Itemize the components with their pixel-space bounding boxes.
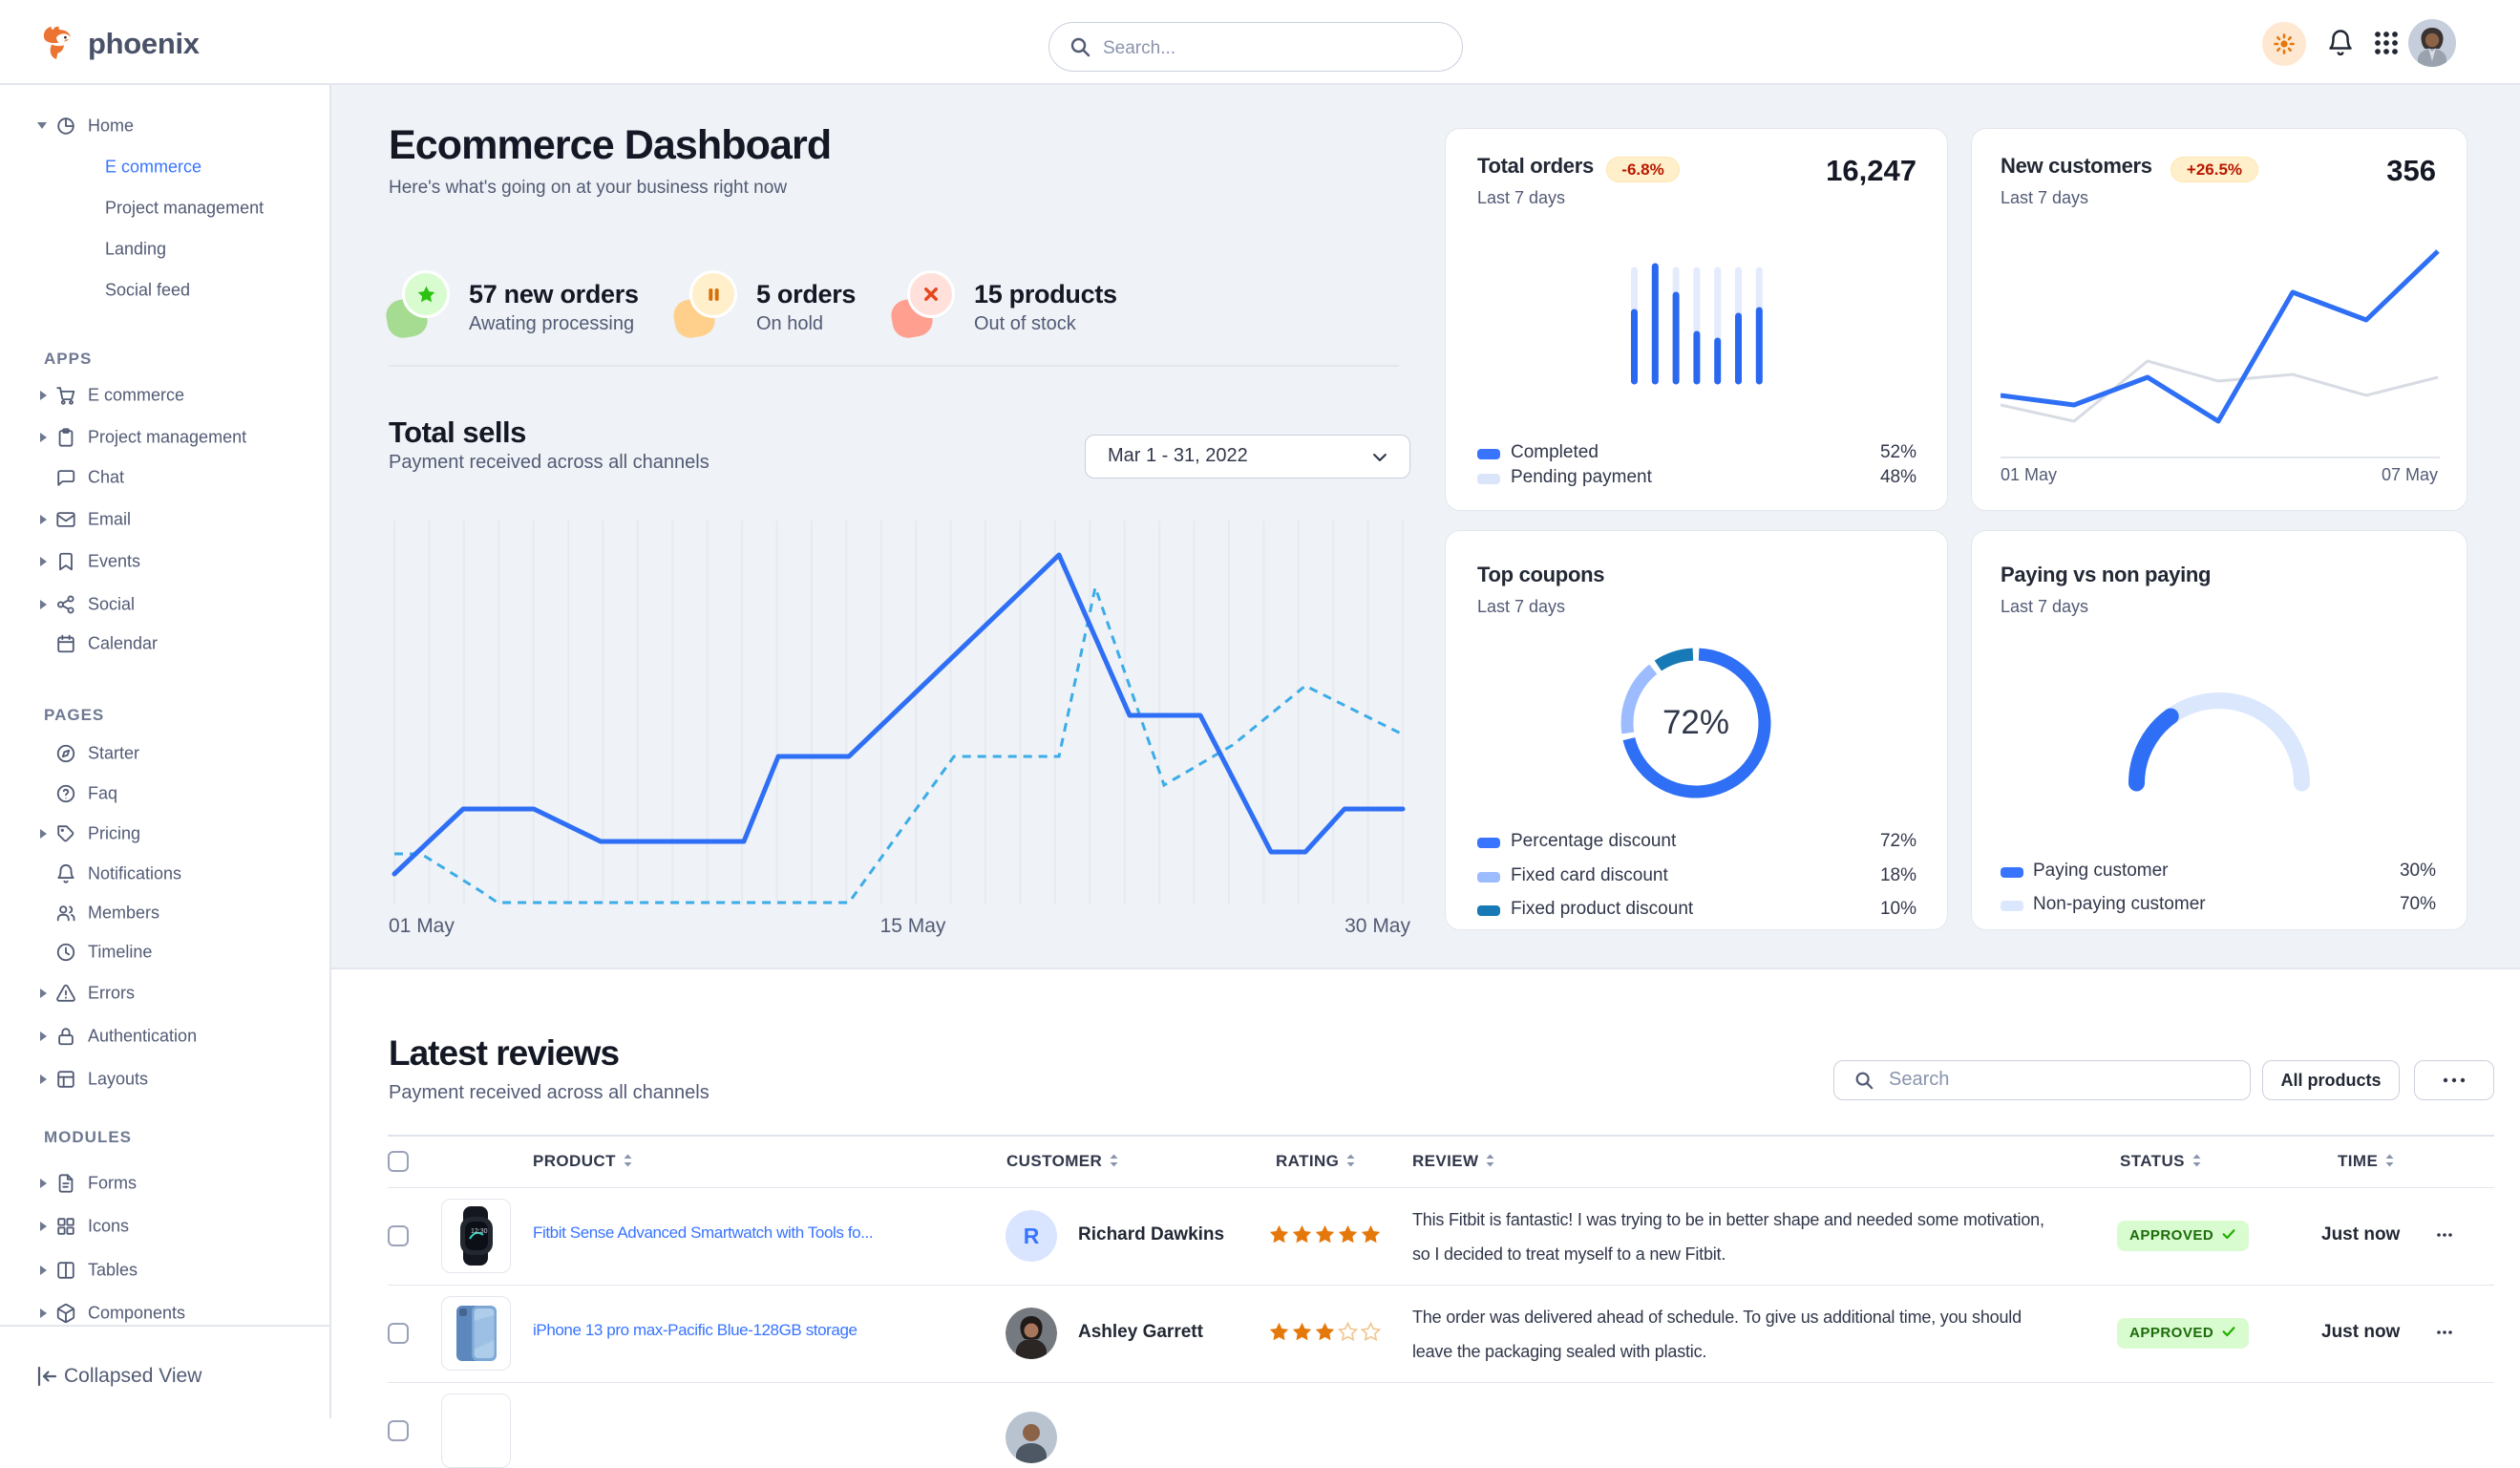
svg-text:12:30: 12:30: [471, 1228, 488, 1235]
